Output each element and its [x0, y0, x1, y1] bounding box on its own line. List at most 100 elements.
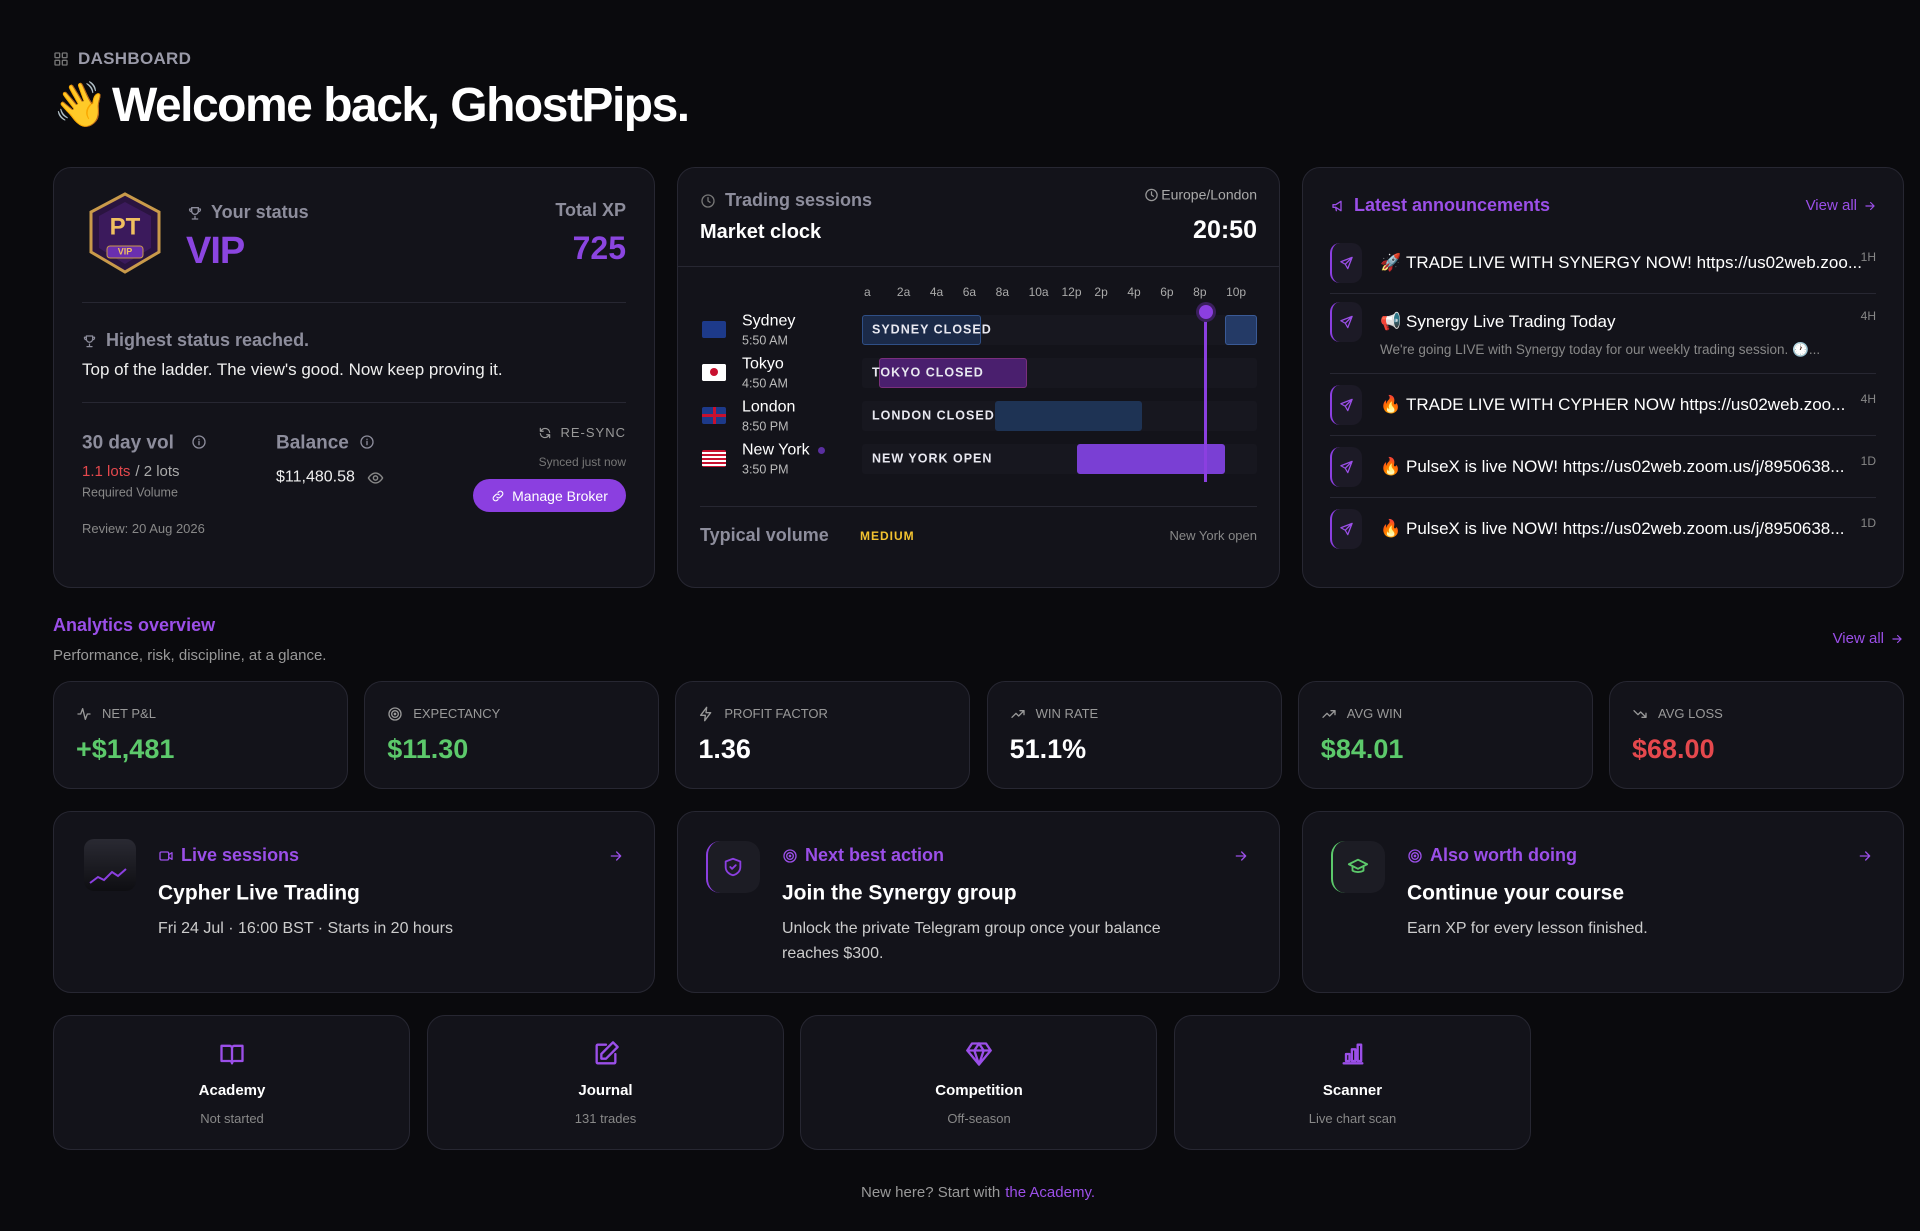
eye-icon[interactable] — [367, 470, 384, 487]
send-icon — [1339, 398, 1354, 413]
vol-note: Required Volume — [82, 485, 178, 500]
action-title: Cypher Live Trading — [158, 881, 360, 905]
announcement-row[interactable]: 🔥 TRADE LIVE WITH CYPHER NOW https://us02… — [1330, 374, 1876, 436]
edit-icon — [592, 1040, 620, 1068]
arrow-icon[interactable] — [1233, 848, 1249, 864]
analytics-view-all[interactable]: View all — [1832, 630, 1884, 647]
up-icon — [1321, 706, 1337, 722]
hour-label: 4p — [1127, 284, 1141, 299]
icon-graphic — [1235, 851, 1247, 861]
icon-shape — [83, 336, 96, 341]
action-kicker: Next best action — [805, 845, 945, 866]
icon-graphic — [1859, 851, 1871, 861]
icon-shape — [1335, 206, 1337, 212]
icon-shape — [701, 194, 715, 208]
icon-graphic — [595, 1041, 619, 1065]
arrow-icon[interactable] — [1890, 632, 1904, 646]
flag — [702, 321, 726, 338]
quick-link-card[interactable]: Academy Not started — [53, 1015, 410, 1150]
clock-label: Trading sessions — [725, 190, 873, 211]
announcement-row[interactable]: 🔥 PulseX is live NOW! https://us02web.zoo… — [1330, 498, 1876, 560]
send-icon — [1339, 256, 1354, 271]
icon-shape — [788, 854, 792, 858]
announcement-row[interactable]: 📢 Synergy Live Trading Today 4H We're going… — [1330, 294, 1876, 374]
footer-link[interactable]: the Academy. — [1005, 1184, 1096, 1201]
open-dot — [818, 447, 825, 454]
icon-shape — [77, 708, 91, 720]
icon-graphic — [89, 868, 127, 884]
announcement-row[interactable]: 🔥 PulseX is live NOW! https://us02web.zoo… — [1330, 436, 1876, 498]
breadcrumb: DASHBOARD — [78, 48, 192, 68]
icon-graphic — [1892, 634, 1902, 644]
megaphone-icon — [1331, 198, 1347, 214]
announcements-card: Latest announcements View all 🚀 TRADE LIVE … — [1302, 167, 1904, 588]
xp-label: Total XP — [555, 200, 626, 221]
announcement-row[interactable]: 🚀 TRADE LIVE WITH SYNERGY NOW! https://us… — [1330, 232, 1876, 294]
bars-icon — [1339, 1040, 1367, 1068]
quick-link-card[interactable]: Scanner Live chart scan — [1173, 1015, 1531, 1150]
arrow-icon[interactable] — [608, 848, 624, 864]
icon-shape — [54, 59, 61, 66]
stat-card: AVG LOSS $68.00 — [1609, 681, 1904, 789]
icon-shape — [1340, 460, 1353, 474]
icon-shape — [85, 335, 94, 348]
icon-graphic — [1347, 858, 1369, 873]
refresh-icon[interactable] — [538, 426, 552, 440]
arrow-icon[interactable] — [1857, 848, 1873, 864]
icon-shape — [393, 712, 397, 716]
icon-shape — [61, 52, 68, 59]
announcement-icon-box — [1330, 243, 1362, 283]
action-card[interactable]: Live sessions Cypher Live Trading Fri 24 J… — [53, 811, 655, 993]
badge-tier: VIP — [117, 246, 133, 257]
action-kicker: Also worth doing — [1430, 845, 1577, 866]
hour-label: 10a — [1028, 284, 1049, 299]
view-all-link[interactable]: View all — [1805, 197, 1857, 214]
icon-shape — [1344, 1052, 1351, 1063]
announcement-text: PulseX is live NOW! https://us02web.zoom… — [1406, 456, 1845, 476]
stat-value: 51.1% — [1009, 733, 1087, 764]
quick-link-card[interactable]: Competition Off-season — [800, 1015, 1157, 1150]
icon-shape — [1332, 200, 1342, 212]
session-bar — [1225, 315, 1257, 345]
action-title: Join the Synergy group — [782, 881, 1017, 905]
resync-button[interactable]: RE-SYNC — [560, 425, 626, 441]
info-icon — [191, 434, 207, 450]
icon-graphic — [89, 192, 161, 274]
icon-graphic — [1340, 522, 1353, 536]
icon-shape — [1145, 188, 1158, 202]
icon-graphic — [610, 851, 622, 861]
divider — [82, 402, 626, 403]
icon-shape — [1865, 201, 1875, 211]
clock-icon — [700, 193, 716, 209]
announcement-icon-box — [1330, 302, 1362, 342]
action-card[interactable]: Also worth doing Continue your course Earn… — [1302, 811, 1904, 993]
arrow-icon[interactable] — [1863, 199, 1877, 213]
analytics-subtitle: Performance, risk, discipline, at a glan… — [53, 647, 327, 664]
icon-graphic — [220, 1044, 244, 1065]
manage-broker-button[interactable]: Manage Broker — [473, 479, 626, 512]
up-icon — [1010, 706, 1026, 722]
sync-status: Synced just now — [538, 454, 626, 469]
quick-link-title: Competition — [935, 1082, 1023, 1099]
icon-shape — [360, 435, 374, 449]
announcement-icon-box — [1330, 447, 1362, 487]
status-badge: PT VIP — [87, 192, 163, 274]
quick-link-sub: Live chart scan — [1308, 1111, 1397, 1127]
announcement-age: 1D — [1860, 515, 1876, 530]
session-status: SYDNEY CLOSED — [872, 322, 992, 337]
hour-label: 10p — [1226, 284, 1247, 299]
pulse-icon — [76, 706, 92, 722]
send-icon — [1339, 315, 1354, 330]
announcement-age: 4H — [1860, 308, 1876, 323]
action-text: Earn XP for every lesson finished. — [1407, 920, 1648, 937]
icon-graphic — [54, 52, 68, 66]
icon-graphic — [1342, 1043, 1363, 1065]
flag — [702, 407, 726, 424]
action-card[interactable]: Next best action Join the Synergy group Un… — [677, 811, 1280, 993]
review-date: Review: 20 Aug 2026 — [82, 521, 205, 537]
announcement-age: 4H — [1860, 391, 1876, 406]
quick-link-card[interactable]: Journal 131 trades — [426, 1015, 784, 1150]
icon-shape — [595, 1043, 616, 1065]
stat-label: AVG LOSS — [1658, 706, 1723, 722]
highest-title: Highest status reached. — [106, 330, 310, 351]
